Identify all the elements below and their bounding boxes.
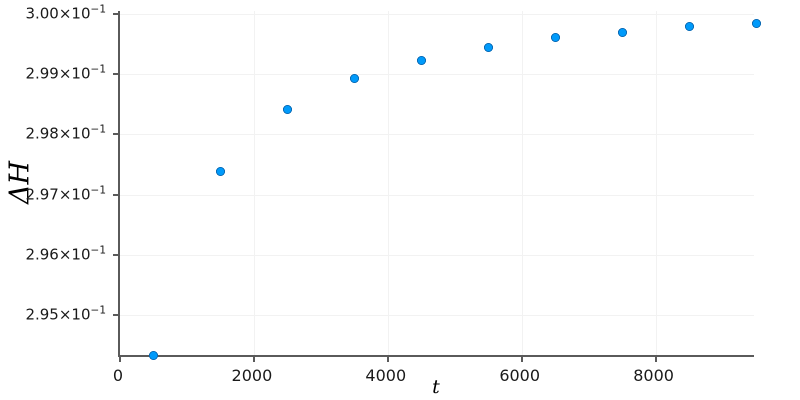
x-tick-label: 2000 [231,366,273,385]
y-tick-label: 2.98×10−1 [0,123,106,143]
gridline-vertical [387,11,389,355]
gridline-horizontal [120,14,754,15]
x-tick-mark [654,355,657,362]
data-point [416,55,426,65]
y-tick-label-mantissa: 2.99×10 [25,64,91,83]
gridline-vertical [655,11,657,355]
y-tick-mark [113,313,120,316]
gridline-horizontal [120,74,754,76]
plot-area [113,11,761,362]
y-tick-mark [113,13,120,15]
gridline-horizontal [120,134,754,136]
y-tick-label-mantissa: 2.97×10 [25,185,91,204]
y-tick-label: 3.00×10−1 [0,3,106,23]
y-tick-mark [113,253,120,256]
gridline-vertical [253,11,255,355]
data-point [148,351,158,361]
x-tick-label: 0 [112,366,124,385]
y-tick-label-mantissa: 2.95×10 [25,305,91,324]
x-tick-label: 4000 [365,366,407,385]
y-tick-mark [113,193,120,196]
gridline-vertical [521,11,523,355]
data-point [617,28,627,38]
gridline-horizontal [120,194,754,196]
y-tick-mark [113,133,120,136]
y-tick-label: 2.96×10−1 [0,244,106,264]
y-tick-label-mantissa: 2.98×10 [25,124,91,143]
y-tick-label-exponent: −1 [90,3,106,16]
gridline-horizontal [120,254,754,256]
y-tick-label: 2.97×10−1 [0,184,106,204]
y-tick-mark [113,73,120,76]
y-tick-label-exponent: −1 [90,244,106,257]
x-tick-mark [386,355,389,362]
y-tick-label-exponent: −1 [90,63,106,76]
y-tick-label-mantissa: 2.96×10 [25,245,91,264]
y-tick-label-exponent: −1 [90,304,106,317]
y-tick-label: 2.95×10−1 [0,304,106,324]
x-tick-mark [119,355,121,362]
y-tick-label: 2.99×10−1 [0,63,106,83]
data-point [282,104,292,114]
x-axis-title: t [432,376,440,398]
data-point [215,167,225,177]
x-tick-label: 6000 [499,366,541,385]
data-point [684,21,694,31]
y-tick-label-mantissa: 3.00×10 [25,4,91,23]
data-point [483,42,493,52]
y-tick-label-exponent: −1 [90,123,106,136]
data-point [550,32,560,42]
data-point [751,18,761,28]
y-tick-label-exponent: −1 [90,184,106,197]
data-point [349,73,359,83]
x-tick-mark [252,355,255,362]
x-tick-label: 8000 [633,366,674,385]
x-tick-mark [520,355,523,362]
gridline-horizontal [120,314,754,316]
